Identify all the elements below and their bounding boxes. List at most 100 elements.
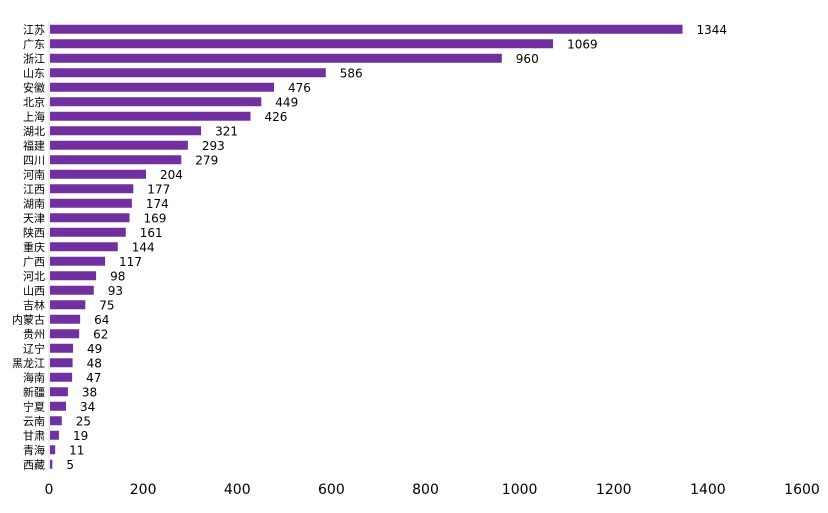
value-labels-group: 1344106996058647644942632129327920417717… xyxy=(66,23,727,472)
bar-浙江 xyxy=(50,53,502,63)
category-label: 黑龙江 xyxy=(12,357,45,370)
value-label: 161 xyxy=(140,226,163,240)
bar-北京 xyxy=(50,97,262,107)
bar-山东 xyxy=(50,68,326,78)
value-label: 75 xyxy=(99,298,114,312)
value-label: 93 xyxy=(108,284,123,298)
bar-宁夏 xyxy=(50,401,66,411)
bar-福建 xyxy=(50,140,188,150)
category-label: 贵州 xyxy=(23,328,45,341)
category-label: 河南 xyxy=(23,168,45,181)
category-label: 广东 xyxy=(23,38,45,51)
value-label: 64 xyxy=(94,313,109,327)
x-tick-label: 1400 xyxy=(690,482,726,498)
bar-湖北 xyxy=(50,126,202,136)
category-label: 甘肃 xyxy=(23,429,45,442)
value-label: 1344 xyxy=(697,23,728,37)
bar-辽宁 xyxy=(50,343,74,353)
bar-陕西 xyxy=(50,227,126,237)
category-label: 福建 xyxy=(23,138,45,152)
category-label: 天津 xyxy=(23,212,45,225)
category-label: 江西 xyxy=(23,183,45,196)
value-label: 48 xyxy=(87,356,102,370)
category-label: 浙江 xyxy=(23,52,45,65)
x-tick-label: 1600 xyxy=(784,482,820,498)
category-label: 山西 xyxy=(23,284,45,297)
category-label: 云南 xyxy=(23,415,45,428)
bar-吉林 xyxy=(50,300,86,310)
x-tick-label: 400 xyxy=(224,482,251,498)
value-label: 293 xyxy=(202,139,225,153)
bar-重庆 xyxy=(50,242,118,252)
bar-安徽 xyxy=(50,82,275,92)
value-label: 586 xyxy=(340,66,363,80)
category-label: 青海 xyxy=(23,443,45,457)
bar-云南 xyxy=(50,416,62,426)
value-label: 38 xyxy=(82,385,97,399)
bar-上海 xyxy=(50,111,251,121)
category-label: 江苏 xyxy=(23,23,45,36)
bar-四川 xyxy=(50,155,182,165)
value-label: 98 xyxy=(110,269,125,283)
x-tick-label: 800 xyxy=(412,482,439,498)
category-label: 广西 xyxy=(23,255,45,268)
category-label: 湖南 xyxy=(23,197,45,210)
x-axis-ticks-group: 0 200 400 600 800 1000 1200 1400 1600 xyxy=(45,482,820,498)
bar-天津 xyxy=(50,213,130,223)
bar-贵州 xyxy=(50,329,80,339)
category-label: 上海 xyxy=(23,109,45,123)
value-label: 117 xyxy=(119,255,142,269)
x-tick-label: 1200 xyxy=(596,482,632,498)
category-label: 宁夏 xyxy=(23,399,45,413)
value-label: 177 xyxy=(147,182,170,196)
bar-西藏 xyxy=(50,459,53,469)
value-label: 49 xyxy=(87,342,102,356)
value-label: 321 xyxy=(215,124,238,138)
value-label: 169 xyxy=(144,211,167,225)
bar-湖南 xyxy=(50,198,132,208)
value-label: 19 xyxy=(73,429,88,443)
value-label: 144 xyxy=(132,240,155,254)
value-label: 25 xyxy=(76,414,91,428)
value-label: 204 xyxy=(160,168,183,182)
category-label: 山东 xyxy=(23,67,45,80)
bar-河北 xyxy=(50,271,97,281)
category-label: 新疆 xyxy=(23,385,45,399)
value-label: 34 xyxy=(80,400,95,414)
value-label: 11 xyxy=(69,443,84,457)
category-label: 西藏 xyxy=(23,458,45,471)
category-label: 内蒙古 xyxy=(12,312,45,326)
category-label: 海南 xyxy=(23,370,45,384)
category-label: 辽宁 xyxy=(23,341,45,355)
value-label: 426 xyxy=(264,110,287,124)
bar-青海 xyxy=(50,445,56,455)
x-tick-label: 200 xyxy=(130,482,157,498)
bar-广东 xyxy=(50,39,554,49)
category-label: 北京 xyxy=(23,95,45,109)
category-label: 陕西 xyxy=(23,225,45,239)
bar-山西 xyxy=(50,285,94,295)
bar-海南 xyxy=(50,372,73,382)
x-tick-label: 600 xyxy=(318,482,345,498)
bar-江苏 xyxy=(50,24,683,34)
bar-甘肃 xyxy=(50,430,59,440)
value-label: 174 xyxy=(146,197,169,211)
bar-新疆 xyxy=(50,387,68,397)
category-label: 安徽 xyxy=(23,80,45,94)
bars-group xyxy=(50,24,683,469)
category-label: 湖北 xyxy=(23,125,45,138)
x-tick-label: 0 xyxy=(45,482,54,498)
category-labels-group: 江苏广东浙江山东安徽北京上海湖北福建四川河南江西湖南天津陕西重庆广西河北山西吉林… xyxy=(12,23,45,471)
bar-江西 xyxy=(50,184,134,194)
value-label: 279 xyxy=(195,153,218,167)
category-label: 四川 xyxy=(23,154,45,167)
category-label: 重庆 xyxy=(23,240,45,254)
category-label: 吉林 xyxy=(23,298,45,312)
category-label: 河北 xyxy=(23,270,45,283)
bar-黑龙江 xyxy=(50,358,73,368)
value-label: 449 xyxy=(275,95,298,109)
bar-河南 xyxy=(50,169,147,179)
x-tick-label: 1000 xyxy=(502,482,538,498)
value-label: 47 xyxy=(86,371,101,385)
